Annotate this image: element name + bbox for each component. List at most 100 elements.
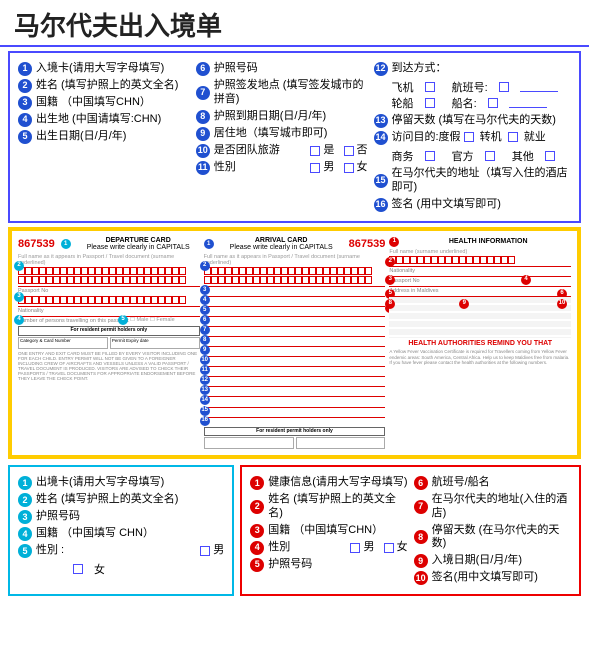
dep-field-name: Full name as it appears in Passport / Tr… [18,254,200,266]
dep-tag-3: 3 [14,292,24,302]
arr-tag-5: 5 [200,305,210,315]
arr-grid-1 [204,267,386,275]
h-tag-2: 2 [385,257,395,267]
dep-sex: ☐ Male ☐ Female [130,317,175,323]
checkbox-icon [344,146,354,156]
checkbox-icon [73,564,83,574]
h-tag-8: 8 [385,299,395,309]
serial-left: 867539 [18,238,55,250]
arr-tag-15: 15 [200,406,210,416]
arr-line-16: 16 [204,417,386,425]
arr-grid-2 [204,276,386,284]
circle-blue-11: 11 [196,161,210,175]
ann-blue-8: 8护照到期日期(日/月/年) [196,110,368,124]
circle-red-7: 7 [414,500,428,514]
ann-blue-1: 1入境卡(请用大写字母填写) [18,62,190,76]
dep-res-header: For resident permit holders only [18,326,200,336]
ann-blue-12: 12到达方式： [374,62,572,76]
arr-line-10: 10 [204,356,386,364]
arr-tag-10: 10 [200,355,210,365]
ann-cyan-5: 5性別 :男 [18,544,224,558]
ann-red-1: 1健康信息(请用大写字母填写) [250,476,407,490]
checkbox-icon [350,543,360,553]
circle-red-4: 4 [250,541,264,555]
h-line-5: Passport No [389,276,571,284]
ann-red-9: 9入境日期(日/月/年) [414,554,571,568]
ann-blue-14: 14访问目的:度假 转机 就业 [374,131,572,145]
checkbox-icon [464,132,474,142]
circle-blue-2: 2 [18,79,32,93]
h-big: HEALTH AUTHORITIES REMIND YOU THAT [389,340,571,348]
h-tag-3: 3 [385,275,395,285]
ann-blue-14-sub2: 商务 官方 其他 [374,148,572,164]
checkbox-icon [200,546,210,556]
circle-blue-6: 6 [196,62,210,76]
circle-blue-9: 9 [196,127,210,141]
dep-grid-2 [18,276,200,284]
ann-red-4: 4性別男 女 [250,541,407,555]
ann-red-5: 5护照号码 [250,558,407,572]
health-ann-col-1: 1健康信息(请用大写字母填写) 2姓名 (填写护照上的英文全名) 3国籍 （中国填写… [250,473,407,588]
ann-cyan-3: 3护照号码 [18,510,224,524]
arr-line-4: 4 [204,296,386,304]
ann-cyan-4: 4国籍 （中国填写 CHN） [18,527,224,541]
arr-tag-1: 1 [204,239,214,249]
dep-res-cols: Category & Card NumberPermit Expiry date [18,337,200,349]
checkbox-icon [488,98,498,108]
ann-red-2: 2姓名 (填写护照上的英文全名) [250,493,407,521]
arr-line-11: 11 [204,366,386,374]
arrival-annotations-panel: 1入境卡(请用大写字母填写)2姓名 (填写护照上的英文全名)3国籍 （中国填写C… [8,51,581,223]
ann-blue-5: 5出生日期(日/月/年) [18,130,190,144]
arr-line-14: 14 [204,396,386,404]
arr-res-cols [204,437,386,449]
ann-cyan-1: 1出境卡(请用大写字母填写) [18,476,224,490]
checkbox-icon [310,146,320,156]
circle-red-6: 6 [414,476,428,490]
health-card: 1 HEALTH INFORMATION 2 Full name (surnam… [389,237,571,450]
arr-line-12: 12 [204,376,386,384]
dep-tag-4: 4 [14,315,24,325]
checkbox-icon [425,151,435,161]
ann-blue-13: 13停留天数 (填写在马尔代夫的天数) [374,114,572,128]
arr-tag-4: 4 [200,295,210,305]
bottom-row: 1出境卡(请用大写字母填写) 2姓名 (填写护照上的英文全名) 3护照号码 4国籍 （… [8,465,581,596]
dep-fine: ONE ENTRY AND EXIT CARD MUST BE FILLED B… [18,351,200,382]
dep-line-3: Passport No [18,286,200,294]
dep-grid-3 [18,296,200,304]
circle-red-8: 8 [414,530,428,544]
dep-grid-1 [18,267,200,275]
circle-red-2: 2 [250,500,264,514]
arr-tag-11: 11 [200,365,210,375]
dep-tag-5: 5 [118,315,128,325]
arr-line-9: 9 [204,346,386,354]
health-ann-col-2: 6航班号/船名7在马尔代夫的地址(入住的酒店)8停留天数 (在马尔代夫的天数)9… [414,473,571,588]
checkbox-icon [344,163,354,173]
dep-tag-1: 1 [61,239,71,249]
departure-card: 867539 1 DEPARTURE CARDPlease write clea… [18,237,200,450]
ann-red-3: 3国籍 （中国填写CHN） [250,524,407,538]
ann-blue-12-sub: 飞机 航班号: [374,79,572,95]
checkbox-icon [384,543,394,553]
circle-blue-3: 3 [18,96,32,110]
arr-line-15: 15 [204,407,386,415]
circle-blue-16: 16 [374,198,388,212]
checkbox-icon [545,151,555,161]
ann-blue-16: 16签名 (用中文填写即可) [374,198,572,212]
circle-cyan-5: 5 [18,544,32,558]
h-fine: A Yellow Fever Vaccination Certificate i… [389,349,571,365]
container: 1入境卡(请用大写字母填写) 2姓名 (填写护照上的英文全名) 3国籍 （中国填写C… [0,47,589,604]
circle-blue-13: 13 [374,114,388,128]
h-n: Full name (surname underlined) [389,249,571,255]
h-tag-1: 1 [389,237,399,247]
h-tag-4: 4 [521,275,531,285]
circle-blue-10: 10 [196,144,210,158]
checkbox-icon [499,82,509,92]
circle-blue-5: 5 [18,130,32,144]
arr-line-6: 6 [204,316,386,324]
arr-tag-12: 12 [200,375,210,385]
circle-red-9: 9 [414,554,428,568]
arr-tag-16: 16 [200,416,210,426]
circle-blue-7: 7 [196,86,210,100]
checkbox-icon [485,151,495,161]
h-tag-9: 9 [459,299,469,309]
